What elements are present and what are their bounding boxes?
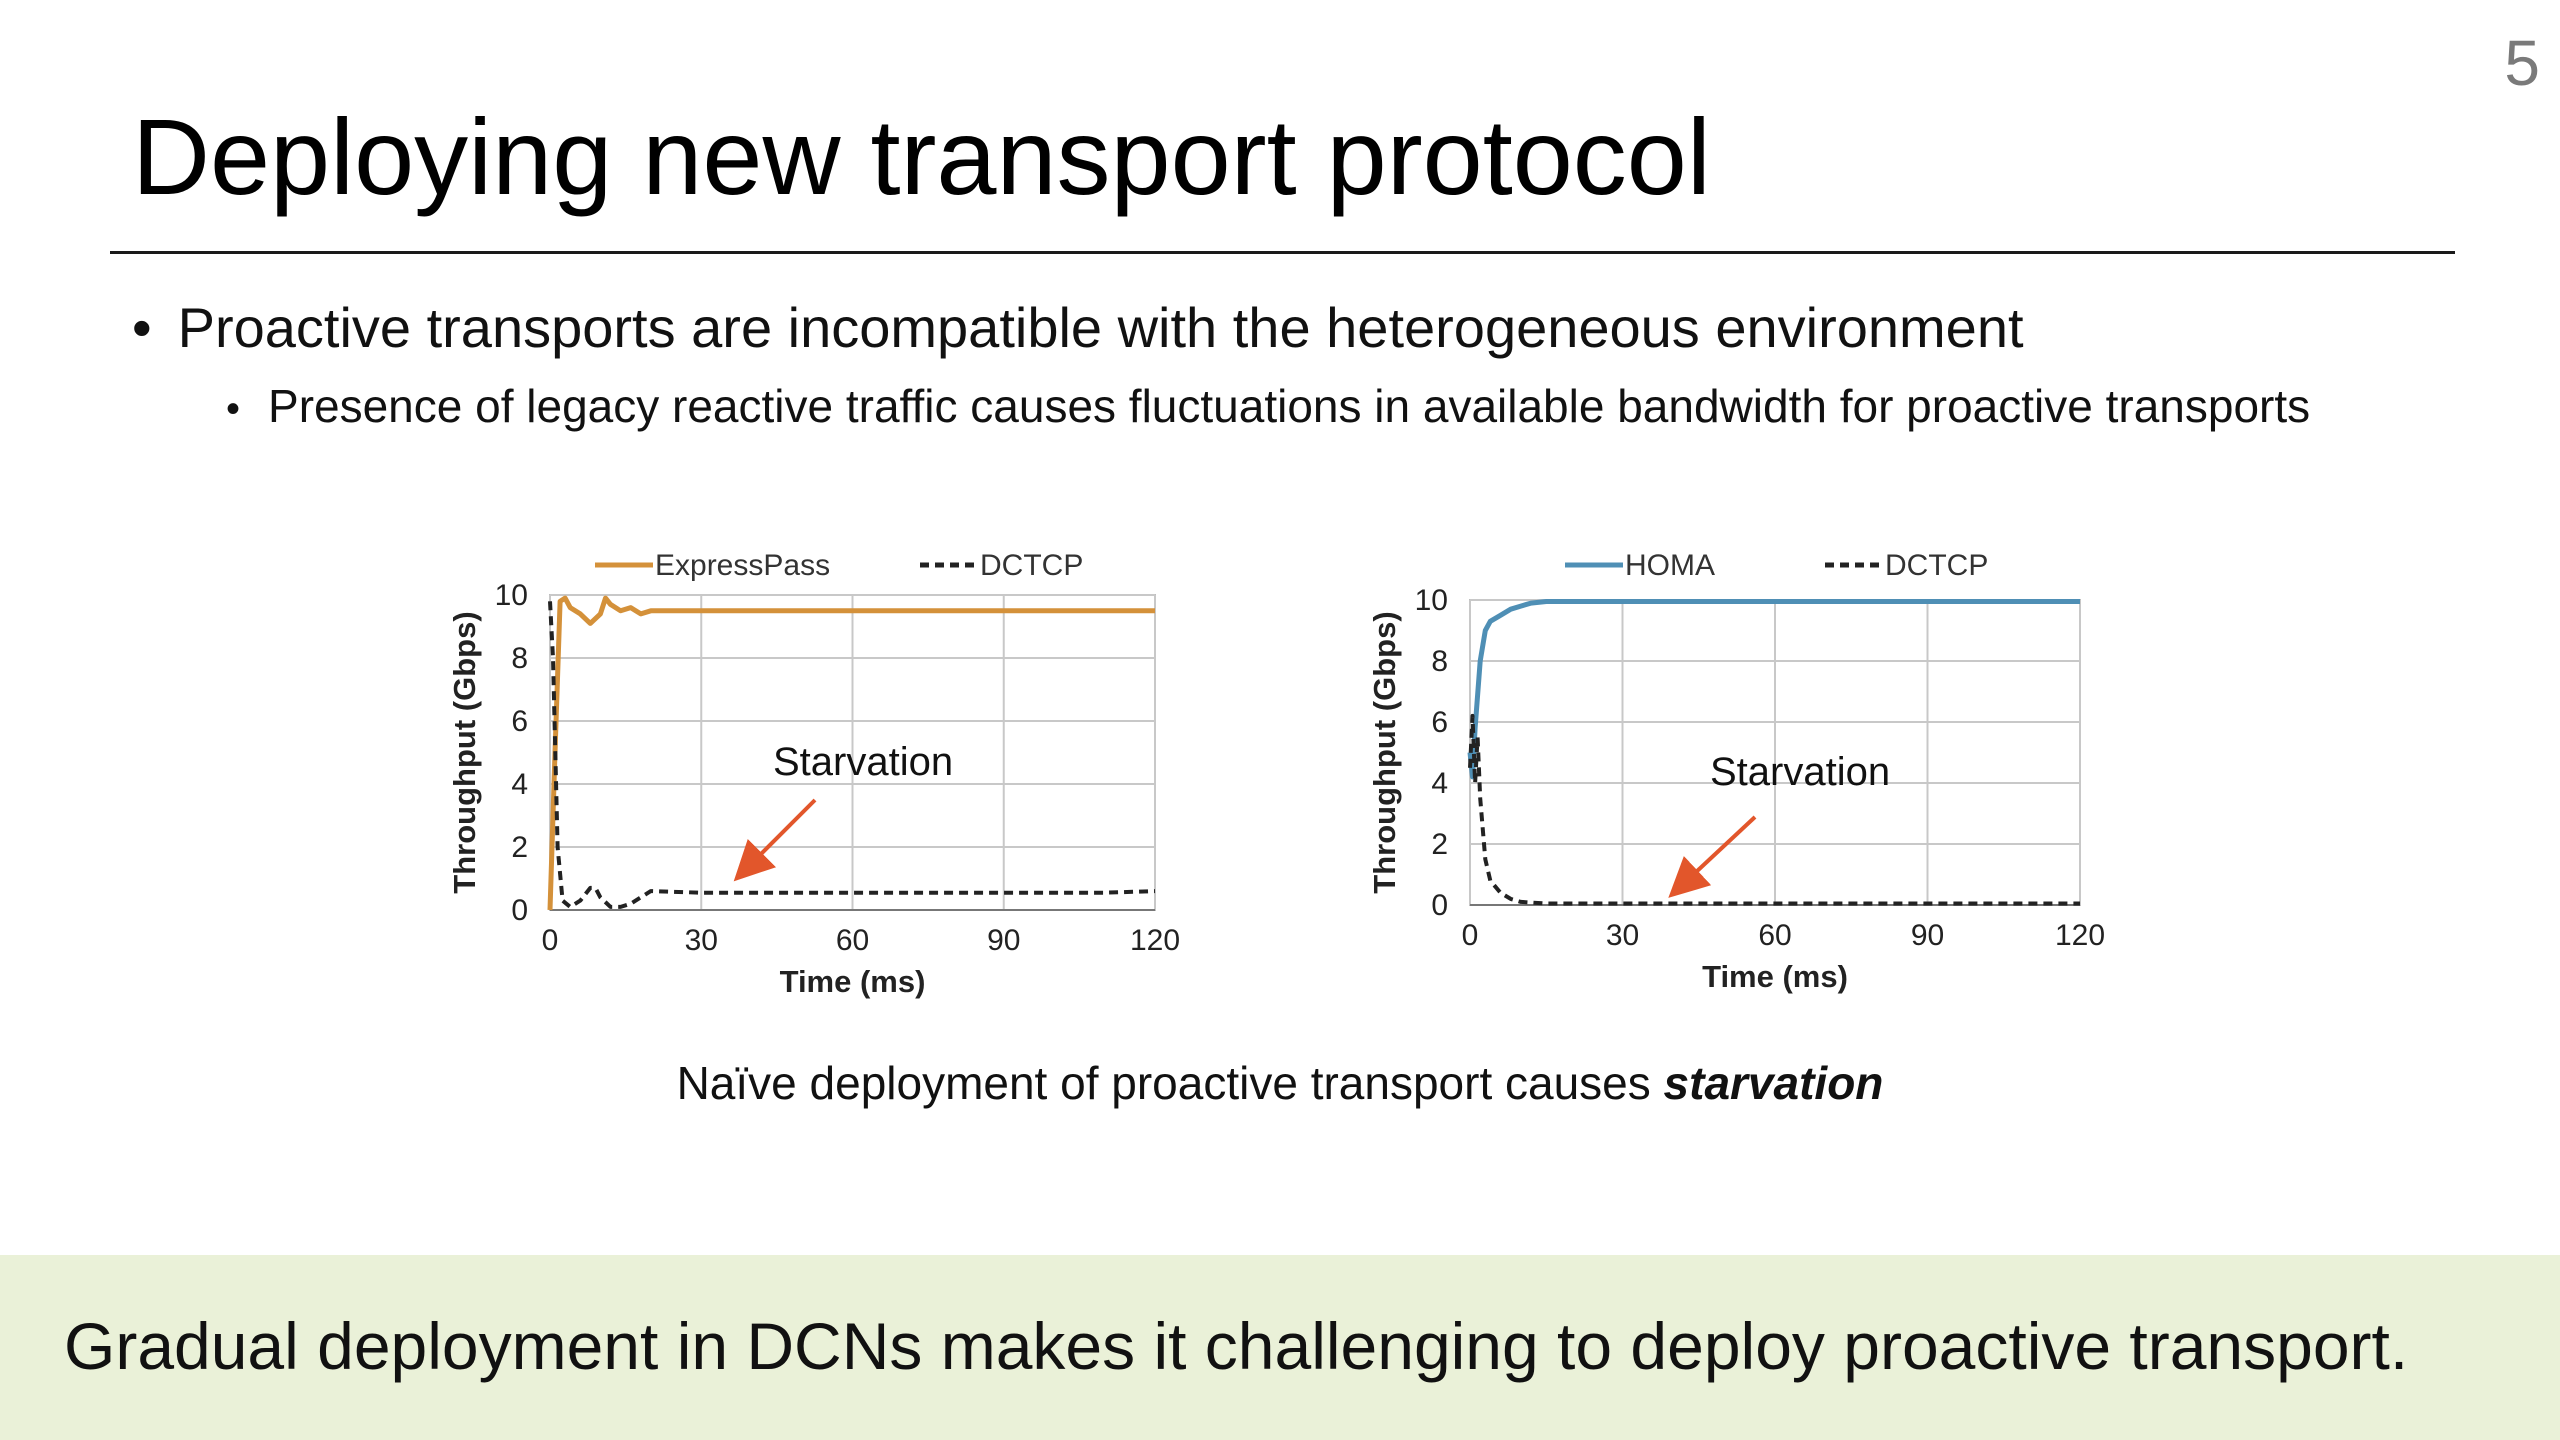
- expresspass-chart-svg: 0 30 60 90 120 0 2 4 6 8 10 Time (ms) Throughput (Gb…: [447, 549, 1180, 999]
- expresspass-chart: 0 30 60 90 120 0 2 4 6 8 10 Time (ms) Throughput (Gb…: [420, 535, 1200, 1015]
- x-tick-label: 60: [1758, 919, 1791, 952]
- takeaway-banner: [0, 1255, 2560, 1440]
- y-tick-label: 6: [511, 705, 528, 738]
- annotation-arrow: [1668, 815, 1757, 898]
- series-line-dctcp: [548, 601, 1156, 909]
- takeaway-text: Gradual deployment in DCNs makes it chal…: [64, 1309, 2409, 1383]
- x-tick-label: 30: [1606, 919, 1639, 952]
- legend-label: DCTCP: [1885, 549, 1988, 582]
- series-line-expresspass: [547, 595, 1155, 911]
- x-tick-label: 60: [836, 924, 869, 957]
- y-tick-label: 2: [1431, 828, 1448, 861]
- y-tick-label: 0: [1431, 889, 1448, 922]
- x-tick-label: 30: [685, 924, 718, 957]
- x-tick-label: 0: [1462, 919, 1479, 952]
- x-tick-label: 120: [2055, 919, 2105, 952]
- y-tick-label: 6: [1431, 706, 1448, 739]
- bullet-text-1: Proactive transports are incompatible wi…: [177, 296, 2024, 359]
- legend-label: DCTCP: [980, 549, 1083, 582]
- y-tick-label: 4: [511, 768, 528, 801]
- legend-label: HOMA: [1625, 549, 1715, 582]
- x-tick-label: 90: [987, 924, 1020, 957]
- homa-chart: 0 30 60 90 120 0 2 4 6 8 10 Time (ms) Throughput (Gb…: [1350, 535, 2150, 1015]
- x-axis-label: Time (ms): [1702, 959, 1848, 994]
- legend-label: ExpressPass: [655, 549, 830, 582]
- title-divider: [110, 251, 2455, 254]
- y-tick-label: 8: [1431, 645, 1448, 678]
- y-tick-label: 8: [511, 642, 528, 675]
- bullet-dot-icon: •: [132, 296, 152, 359]
- bullet-level-1: • Proactive transports are incompatible w…: [132, 295, 2024, 361]
- bullet-dot-icon: •: [226, 387, 241, 431]
- y-tick-label: 10: [1415, 584, 1448, 617]
- slide-title: Deploying new transport protocol: [132, 96, 1711, 217]
- annotation-label: Starvation: [1710, 750, 1890, 794]
- bullet-text-2: Presence of legacy reactive traffic caus…: [268, 380, 2311, 432]
- y-tick-label: 4: [1431, 767, 1448, 800]
- y-axis-label: Throughput (Gbps): [1367, 611, 1402, 893]
- y-tick-label: 2: [511, 831, 528, 864]
- homa-chart-svg: 0 30 60 90 120 0 2 4 6 8 10 Time (ms) Throughput (Gb…: [1367, 549, 2105, 994]
- y-tick-label: 10: [495, 579, 528, 612]
- x-tick-label: 120: [1130, 924, 1180, 957]
- annotation-label: Starvation: [773, 740, 953, 784]
- bullet-level-2: • Presence of legacy reactive traffic cau…: [226, 378, 2310, 437]
- caption-text: Naïve deployment of proactive transport …: [676, 1057, 1664, 1109]
- x-axis-label: Time (ms): [780, 964, 926, 999]
- y-axis-label: Throughput (Gbps): [447, 611, 482, 893]
- x-tick-label: 0: [542, 924, 559, 957]
- page-number: 5: [2504, 27, 2540, 99]
- y-tick-label: 0: [511, 894, 528, 927]
- series-line-homa: [1467, 599, 2080, 780]
- annotation-arrow: [733, 798, 817, 882]
- figure-caption: Naïve deployment of proactive transport …: [0, 1054, 2560, 1112]
- x-tick-label: 90: [1911, 919, 1944, 952]
- caption-emphasis: starvation: [1663, 1057, 1884, 1109]
